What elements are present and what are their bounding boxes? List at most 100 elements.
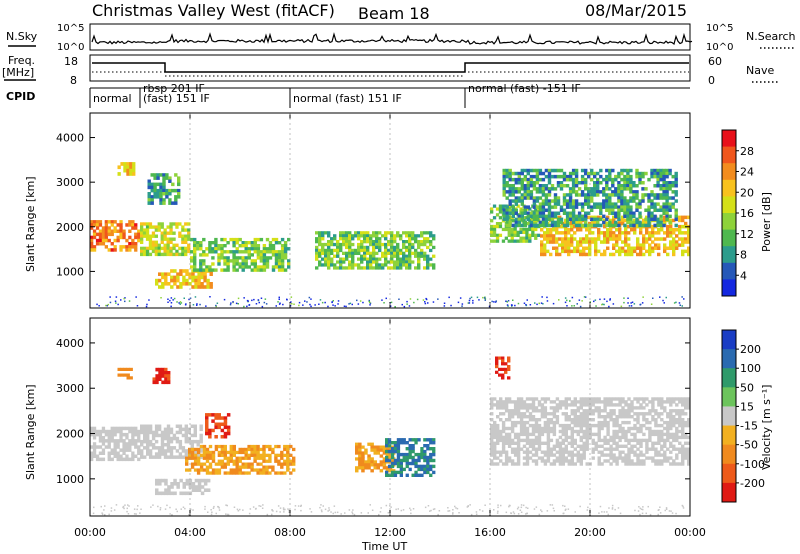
cpid-label: CPID [6, 90, 35, 103]
colorbar-tick: 4 [740, 269, 747, 282]
colorbar-tick: 28 [740, 145, 754, 158]
heatmap-region [155, 478, 211, 496]
heatmap-region [117, 367, 133, 380]
nsky-trace [91, 32, 693, 46]
freq-trace [92, 62, 689, 73]
heatmap-region [185, 444, 296, 475]
y-tick-label: 4000 [56, 337, 84, 350]
power-colorbar-label: Power [dB] [760, 192, 773, 252]
x-tick-label: 12:00 [374, 526, 406, 539]
colorbar-segment [722, 482, 736, 503]
nave-tick-high: 60 [708, 55, 722, 68]
nave-label: Nave [746, 64, 774, 77]
y-tick-label: 1000 [56, 473, 84, 486]
date-label: 08/Mar/2015 [585, 1, 687, 20]
colorbar-tick: 15 [740, 400, 754, 413]
velocity-y-axis-label: Slant Range [km] [24, 384, 37, 480]
chart-title: Christmas Valley West (fitACF) [92, 1, 335, 20]
nave-tick-low: 0 [708, 74, 715, 87]
cpid-entry: rbsp 201 IF [143, 82, 205, 95]
nsearch-tick-low: 10^0 [706, 42, 733, 53]
cpid-entry: normal (fast) 151 IF [293, 92, 402, 105]
colorbar-segment [722, 368, 736, 388]
cpid-entry: normal (fast) -151 IF [468, 82, 581, 95]
velocity-colorbar: 200 100 50 15 -15 -50 -100 -200 [721, 329, 765, 503]
colorbar-segment [722, 262, 736, 280]
colorbar-segment [722, 463, 736, 484]
power-y-axis-label: Slant Range [km] [24, 176, 37, 272]
colorbar-segment [722, 444, 736, 465]
heatmap-region [155, 269, 213, 289]
colorbar-segment [722, 146, 736, 164]
nsky-tick-high: 10^5 [57, 23, 84, 34]
heatmap-region [117, 162, 136, 176]
colorbar-tick: -200 [740, 477, 765, 490]
heatmap-region [147, 173, 181, 205]
heatmap-region [315, 231, 436, 270]
heatmap-region [140, 424, 203, 459]
y-tick-label: 1000 [56, 265, 84, 278]
freq-tick-low: 8 [70, 74, 77, 87]
colorbar-segment [722, 279, 736, 297]
x-tick-label: 16:00 [474, 526, 506, 539]
beam-label: Beam 18 [358, 4, 430, 23]
colorbar-segment [722, 130, 736, 148]
y-tick-label: 2000 [56, 428, 84, 441]
heatmap-region [385, 438, 436, 477]
colorbar-tick: 16 [740, 207, 754, 220]
heatmap-region [502, 168, 678, 228]
nsearch-label: N.Search [746, 30, 796, 43]
colorbar-segment [722, 406, 736, 427]
axes: 1000 2000 3000 4000 1000 2000 3000 4000 00:00 04:… [56, 113, 706, 539]
heatmap-region [495, 356, 511, 380]
x-tick-label: 00:00 [674, 526, 706, 539]
y-tick-label: 2000 [56, 221, 84, 234]
colorbar-segment [722, 229, 736, 247]
colorbar-segment [722, 425, 736, 446]
colorbar-tick: 20 [740, 186, 754, 199]
colorbar-tick: 24 [740, 166, 754, 179]
colorbar-tick: -50 [740, 439, 758, 452]
y-tick-label: 3000 [56, 176, 84, 189]
nsky-panel-frame [89, 23, 691, 51]
colorbar-tick: 200 [740, 343, 761, 356]
heatmap-region [152, 367, 171, 385]
x-tick-label: 20:00 [574, 526, 606, 539]
colorbar-segment [722, 246, 736, 264]
colorbar-segment [722, 179, 736, 197]
cpid-entry: (fast) 151 IF [143, 92, 210, 105]
x-tick-label: 00:00 [74, 526, 106, 539]
y-tick-label: 3000 [56, 382, 84, 395]
velocity-colorbar-label: Velocity [m s⁻¹] [760, 385, 773, 470]
colorbar-tick: -100 [740, 458, 765, 471]
heatmap-region [190, 237, 291, 272]
freq-label-line1: Freq. [8, 54, 35, 67]
x-tick-label: 04:00 [174, 526, 206, 539]
colorbar-tick: 12 [740, 228, 754, 241]
x-axis-label: Time UT [361, 540, 407, 553]
heatmap-region [205, 413, 231, 439]
colorbar-segment [722, 330, 736, 350]
cpid-entry: normal [93, 92, 132, 105]
heatmap-region [140, 222, 191, 257]
power-panel [90, 162, 691, 308]
colorbar-segment [722, 387, 736, 407]
nsky-tick-low: 10^0 [57, 42, 84, 53]
colorbar-tick: 100 [740, 362, 761, 375]
freq-label-line2: [MHz] [2, 66, 34, 79]
ground-speckle [92, 504, 685, 516]
freq-panel-frame [89, 54, 691, 82]
heatmap-region [90, 426, 141, 462]
y-tick-label: 4000 [56, 132, 84, 145]
power-colorbar: 28 24 20 16 12 8 4 [721, 129, 754, 297]
colorbar-tick: -15 [740, 420, 758, 433]
colorbar-segment [722, 163, 736, 181]
heatmap-region [490, 397, 691, 466]
heatmap-region [90, 220, 141, 252]
cpid-row: normal rbsp 201 IF(fast) 151 IF normal (fa… [89, 82, 690, 108]
colorbar-segment [722, 349, 736, 369]
nsky-label: N.Sky [6, 30, 38, 43]
x-tick-label: 08:00 [274, 526, 306, 539]
velocity-panel [90, 356, 691, 516]
